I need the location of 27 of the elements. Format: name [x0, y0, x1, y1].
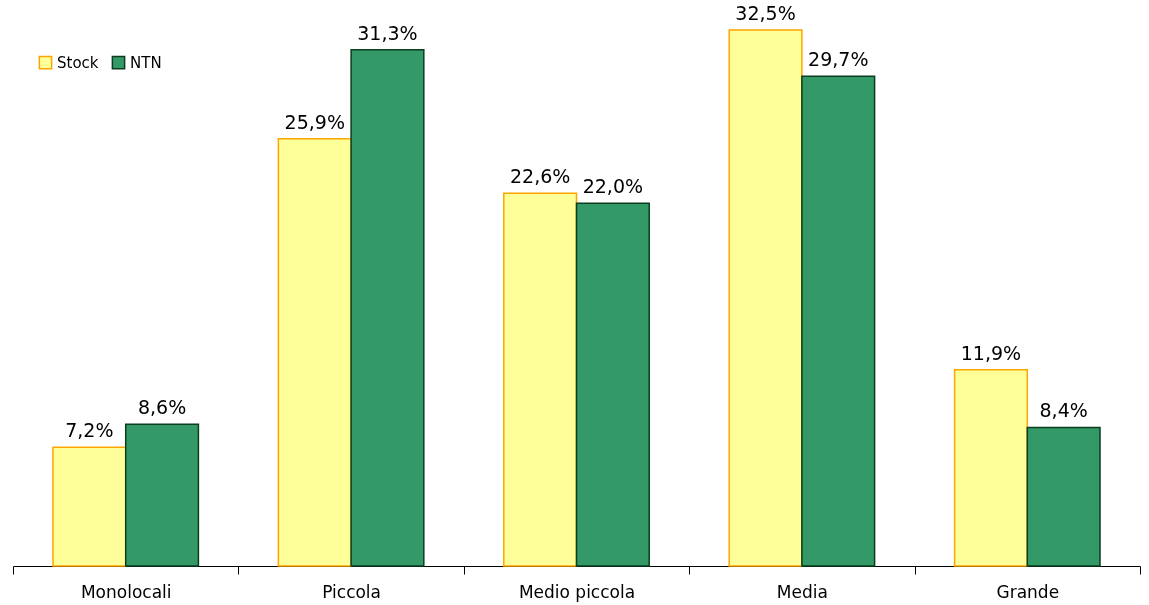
bar — [1026, 426, 1101, 567]
legend-label: Stock — [57, 53, 99, 72]
data-label: 32,5% — [735, 2, 796, 24]
data-label: 11,9% — [960, 341, 1022, 364]
data-label: 22,6% — [509, 165, 571, 188]
bar — [52, 446, 127, 567]
data-label: 8,6% — [137, 396, 187, 419]
data-label: 8,4% — [1039, 399, 1088, 422]
bar — [801, 75, 876, 567]
x-tick-label: Monolocali — [80, 581, 172, 602]
bar — [575, 202, 650, 567]
data-label: 31,3% — [357, 21, 418, 44]
bar — [953, 368, 1029, 567]
data-label: 29,7% — [808, 48, 869, 71]
x-tick-label: Medio piccola — [518, 581, 636, 602]
bar — [124, 423, 200, 567]
data-label: 22,0% — [582, 175, 644, 198]
x-tick-label: Grande — [996, 581, 1060, 602]
bar — [503, 192, 578, 567]
bar — [728, 29, 803, 567]
x-tick-label: Media — [776, 581, 828, 602]
legend-label: NTN — [130, 53, 162, 72]
bar — [350, 49, 425, 567]
bar — [277, 138, 352, 567]
x-tick-label: Piccola — [322, 581, 382, 602]
data-label: 7,2% — [65, 419, 114, 442]
data-label: 25,9% — [284, 110, 345, 133]
